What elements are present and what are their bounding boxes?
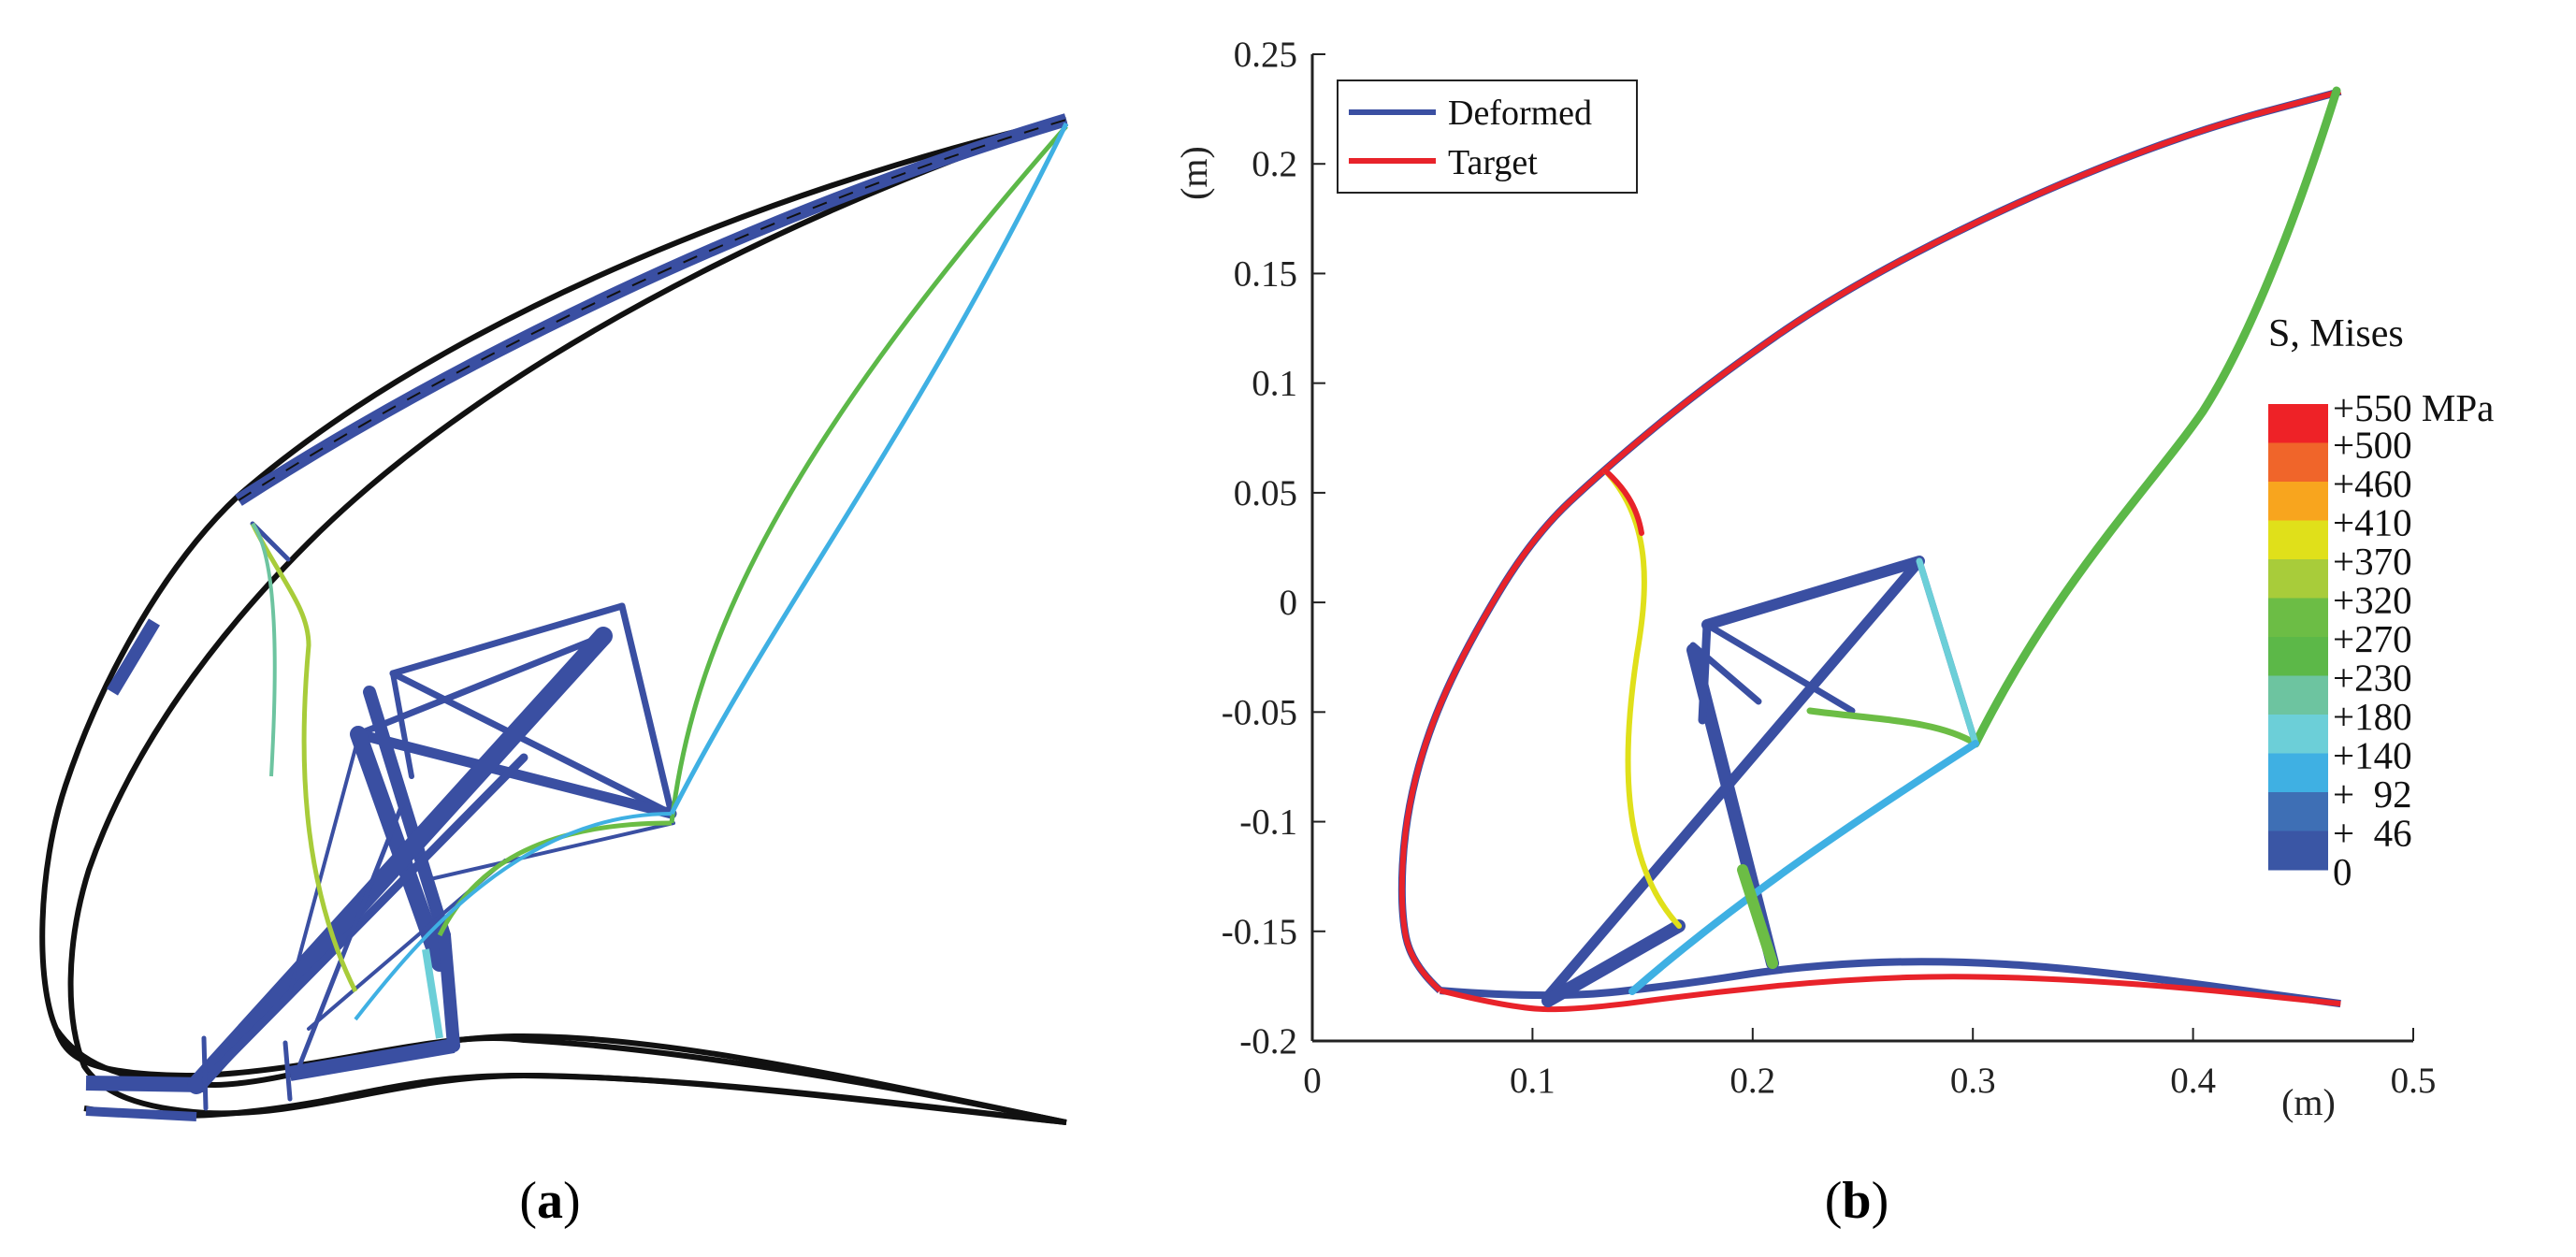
legend-box	[1337, 79, 1638, 194]
legend: Deformed Target	[1337, 79, 1638, 194]
colorbar-level-label: +370	[2333, 540, 2412, 583]
series-deformed-0	[1397, 87, 2342, 994]
colorbar-swatch	[2268, 442, 2328, 483]
colorbar-level-label: +410	[2333, 501, 2412, 544]
y-tick-label: -0.15	[1222, 912, 1297, 952]
y-tick-label: 0	[1280, 583, 1298, 623]
colorbar-level-label: +180	[2333, 695, 2412, 738]
colorbar-level-label: +500	[2333, 424, 2412, 467]
x-ticks: 0 0.1 0.2 0.3 0.4 0.5	[1303, 1028, 2436, 1101]
flex-b-right	[1971, 86, 2341, 748]
colorbar-swatch	[2268, 715, 2328, 754]
flex-member-cyan	[422, 948, 443, 1039]
linkage-a	[187, 521, 677, 1111]
colorbar-level-labels: +500+460+410+370+320+270+230+180+140+ 92…	[2333, 424, 2412, 894]
x-tick-label: 0.5	[2391, 1061, 2437, 1101]
y-tick-label: 0.25	[1234, 35, 1297, 75]
colorbar-level-label: +460	[2333, 462, 2412, 505]
colorbar-level-label: +230	[2333, 657, 2412, 700]
flex-member-right-2	[669, 122, 1069, 816]
lower-actuator-2	[288, 1038, 456, 1081]
colorbar-top-label: +550 MPa	[2333, 386, 2494, 429]
colorbar-swatch	[2268, 520, 2328, 560]
colorbar-level-label: 0	[2333, 850, 2352, 893]
flex-member-mid	[437, 820, 673, 937]
colorbar-level-label: +320	[2333, 579, 2412, 622]
x-tick-label: 0	[1303, 1061, 1322, 1101]
y-ticks: -0.2 -0.15 -0.1 -0.05 0 0.05 0.1 0.15 0.2 0.25	[1222, 35, 1325, 1062]
x-axis-label: (m)	[2281, 1081, 2336, 1123]
flex-member-left-2	[251, 522, 277, 777]
flex-b-green	[1737, 864, 1778, 969]
link-b1	[1701, 556, 1925, 630]
flex-b-rightup	[1916, 557, 1979, 747]
flex-member-mid-2	[354, 812, 673, 1021]
y-tick-label: 0.1	[1252, 364, 1297, 404]
colorbar-swatch	[2268, 482, 2328, 521]
colorbar-level-label: +270	[2333, 617, 2412, 660]
flex-member-left	[250, 522, 358, 993]
upper-actuator-strip	[235, 113, 1069, 506]
y-tick-label: 0.2	[1252, 144, 1297, 184]
y-tick-label: 0.05	[1234, 473, 1297, 513]
colorbar-swatch	[2268, 753, 2328, 793]
flex-b-mid	[1806, 707, 1979, 747]
colorbar-swatch	[2268, 404, 2328, 443]
colorbar: S, Mises +550 MPa +500+460+410+370+320+2…	[2268, 312, 2494, 893]
link-b6	[1542, 556, 1925, 1002]
y-axis-label: (m)	[1173, 146, 1215, 200]
colorbar-level-label: + 46	[2333, 812, 2412, 855]
lower-actuator-3	[85, 1106, 197, 1121]
link-b5	[1698, 620, 1712, 725]
flex-b-left	[1602, 468, 1682, 929]
series-target-3	[1439, 974, 2341, 1013]
y-tick-label: -0.2	[1239, 1021, 1297, 1062]
colorbar-level-label: + 92	[2333, 773, 2412, 816]
link-b7	[1541, 919, 1686, 1007]
leading-actuator	[106, 618, 161, 696]
x-tick-label: 0.3	[1950, 1061, 1996, 1101]
legend-deformed-label: Deformed	[1448, 94, 1592, 133]
flex-member-right	[669, 124, 1068, 824]
y-tick-label: -0.05	[1222, 692, 1297, 732]
series-group	[1397, 87, 2342, 1013]
colorbar-swatch	[2268, 559, 2328, 599]
colorbar-swatch	[2268, 675, 2328, 715]
outer-skin-lower-2	[83, 1072, 1067, 1125]
y-tick-label: -0.1	[1239, 802, 1297, 843]
upper-actuator-strip-dash	[238, 119, 1067, 501]
colorbar-swatch	[2268, 637, 2328, 676]
colorbar-swatch	[2268, 792, 2328, 831]
lower-actuator-1	[85, 1076, 207, 1092]
series-target-2	[1398, 88, 2342, 993]
x-tick-label: 0.1	[1510, 1061, 1556, 1101]
legend-target-label: Target	[1448, 143, 1538, 182]
x-tick-label: 0.2	[1729, 1061, 1775, 1101]
linkage-b	[1541, 86, 2341, 1007]
flex-b-left-top	[1602, 468, 1644, 536]
colorbar-swatches	[2268, 404, 2328, 871]
colorbar-swatch	[2268, 598, 2328, 638]
colorbar-title: S, Mises	[2268, 312, 2404, 355]
link-b3	[1703, 621, 1856, 715]
flex-b-diag	[1628, 740, 1979, 995]
colorbar-swatch	[2268, 831, 2328, 871]
panel-a-label: (a)	[519, 1172, 580, 1230]
series-deformed-1	[1440, 958, 2341, 1008]
colorbar-level-label: +140	[2333, 734, 2412, 777]
y-tick-label: 0.15	[1234, 253, 1297, 294]
panel-b-label: (b)	[1825, 1172, 1889, 1230]
outer-skin-upper-outer	[39, 117, 1067, 1125]
panel-a-drawing	[39, 113, 1069, 1125]
x-tick-label: 0.4	[2170, 1061, 2216, 1101]
link-b8	[1689, 642, 1762, 705]
